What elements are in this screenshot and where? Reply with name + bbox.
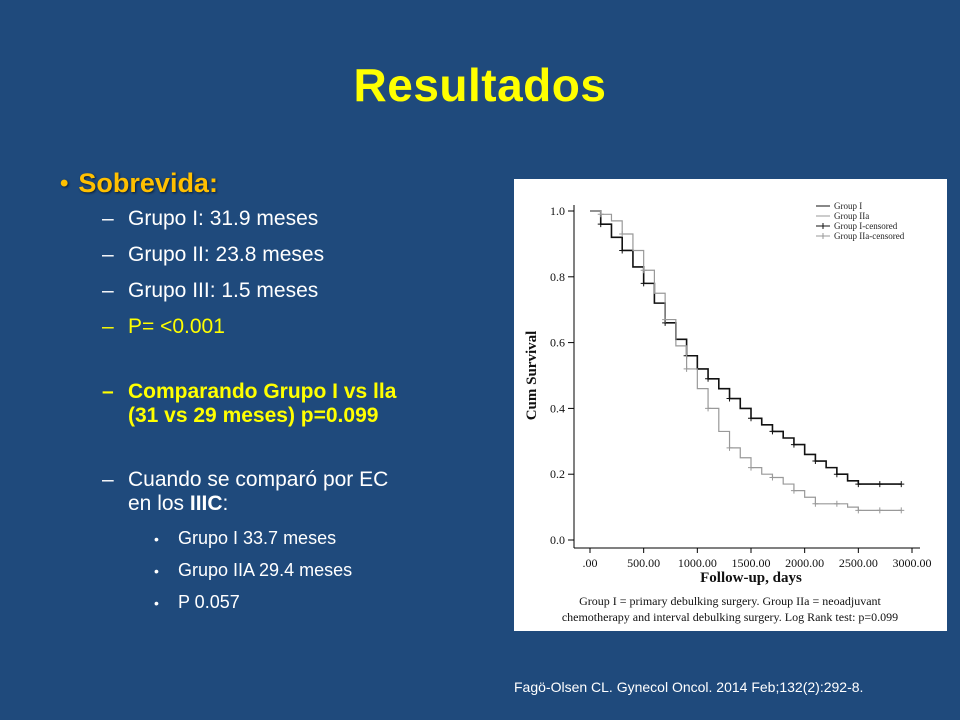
censored-mark	[683, 365, 690, 372]
censored-mark	[726, 444, 733, 451]
censored-mark	[640, 280, 647, 287]
sub-list-item: • Grupo I 33.7 meses	[154, 528, 480, 550]
ec-colon: :	[222, 491, 229, 515]
list-item-comparison: – Comparando Grupo I vs lla (31 vs 29 me…	[102, 380, 480, 428]
y-tick-label: 0.8	[550, 270, 565, 284]
sub-list-item: • P 0.057	[154, 592, 480, 614]
legend-label: Group IIa	[834, 211, 869, 221]
comparison-text: Comparando Grupo I vs lla (31 vs 29 mese…	[128, 380, 396, 428]
chart-caption-line: chemotherapy and interval debulking surg…	[562, 610, 898, 624]
censored-mark	[705, 405, 712, 412]
dash-icon: –	[102, 379, 114, 403]
item-text: Grupo I: 31.9 meses	[128, 207, 319, 230]
censored-mark	[597, 211, 604, 218]
x-tick-label: 2000.00	[785, 556, 824, 570]
censored-mark	[619, 247, 626, 254]
sub-item-text: P 0.057	[178, 592, 240, 613]
bullet-icon: •	[154, 563, 159, 580]
bullet-icon: •	[154, 531, 159, 548]
dash-icon: –	[102, 243, 114, 267]
x-tick-label: .00	[583, 556, 598, 570]
censored-mark	[855, 507, 862, 514]
dash-icon: –	[102, 315, 114, 339]
censored-mark	[748, 415, 754, 422]
censored-mark	[876, 507, 883, 514]
y-tick-label: 0.2	[550, 467, 565, 481]
ec-text: Cuando se comparó por EC en los IIIC:	[128, 468, 388, 516]
y-tick-label: 0.6	[550, 336, 565, 350]
censored-mark	[769, 474, 776, 481]
censored-mark	[812, 500, 819, 507]
citation: Fagö-Olsen CL. Gynecol Oncol. 2014 Feb;1…	[514, 679, 864, 695]
series-line-group-iia	[590, 210, 902, 511]
censored-mark	[705, 375, 712, 382]
slide-title: Resultados	[353, 59, 607, 111]
censored-mark	[748, 464, 754, 471]
censored-mark	[769, 428, 776, 435]
dash-icon: –	[102, 207, 114, 230]
censored-mark	[619, 231, 626, 238]
ec-line: Cuando se comparó por EC	[128, 467, 389, 491]
x-tick-label: 2500.00	[839, 556, 878, 570]
dash-icon: –	[102, 467, 114, 491]
chart-caption-line: Group I = primary debulking surgery. Gro…	[579, 594, 881, 608]
list-item-pvalue: – P= <0.001	[102, 315, 480, 339]
censored-mark	[876, 481, 883, 488]
survival-chart: 0.0 0.2 0.4 0.6 0.8 1.0 .00 500.00 1000.00 1500.0…	[524, 201, 932, 624]
ec-line: en los	[128, 491, 190, 515]
list-item-ec: – Cuando se comparó por EC en los IIIC:	[102, 468, 480, 516]
y-tick-label: 1.0	[550, 204, 565, 218]
item-text: Grupo III: 1.5 meses	[128, 279, 319, 303]
legend-label: Group IIa-censored	[834, 231, 905, 241]
censored-mark	[833, 500, 840, 507]
comparison-line: (31 vs 29 meses) p=0.099	[128, 403, 379, 427]
list-item: – Grupo III: 1.5 meses	[102, 279, 480, 303]
censored-mark	[898, 507, 905, 514]
list-item: – Grupo II: 23.8 meses	[102, 243, 480, 267]
item-text: Grupo II: 23.8 meses	[128, 243, 325, 267]
heading-text: Sobrevida:	[78, 168, 218, 198]
x-tick-label: 1500.00	[732, 556, 771, 570]
survival-chart-figure: 0.0 0.2 0.4 0.6 0.8 1.0 .00 500.00 1000.00 1500.0…	[514, 179, 947, 631]
list-item: – Grupo I: 31.9 meses	[102, 207, 480, 231]
censored-mark	[812, 458, 819, 465]
bullet-list: • Sobrevida: – Grupo I: 31.9 meses – Grupo…	[60, 168, 480, 624]
bullet-icon: •	[60, 169, 69, 197]
censored-mark	[833, 471, 840, 478]
x-tick-label: 500.00	[627, 556, 660, 570]
censored-mark	[790, 487, 797, 494]
series-line-group-i	[590, 210, 902, 485]
y-tick-label: 0.4	[550, 401, 565, 415]
censored-mark	[662, 316, 669, 323]
censored-mark	[640, 267, 647, 274]
censored-mark	[898, 481, 905, 488]
censored-mark	[855, 481, 862, 488]
ec-stage: IIIC	[189, 491, 223, 515]
censored-mark	[790, 441, 797, 448]
dash-icon: –	[102, 279, 114, 303]
sub-list-item: • Grupo IIA 29.4 meses	[154, 560, 480, 582]
item-text: P= <0.001	[128, 315, 225, 339]
censored-mark	[597, 221, 604, 228]
heading-bullet: • Sobrevida:	[60, 168, 480, 199]
y-tick-label: 0.0	[550, 533, 565, 547]
comparison-line: Comparando Grupo I vs lla	[128, 379, 397, 403]
legend-label: Group I	[834, 201, 862, 211]
y-axis-label: Cum Survival	[524, 331, 540, 421]
bullet-icon: •	[154, 595, 159, 612]
censored-mark	[726, 395, 733, 402]
x-axis-label: Follow-up, days	[700, 570, 802, 586]
x-tick-label: 1000.00	[678, 556, 717, 570]
sub-item-text: Grupo I 33.7 meses	[178, 528, 337, 549]
sub-item-text: Grupo IIA 29.4 meses	[178, 560, 353, 581]
x-tick-label: 3000.00	[893, 556, 932, 570]
legend-label: Group I-censored	[834, 221, 898, 231]
